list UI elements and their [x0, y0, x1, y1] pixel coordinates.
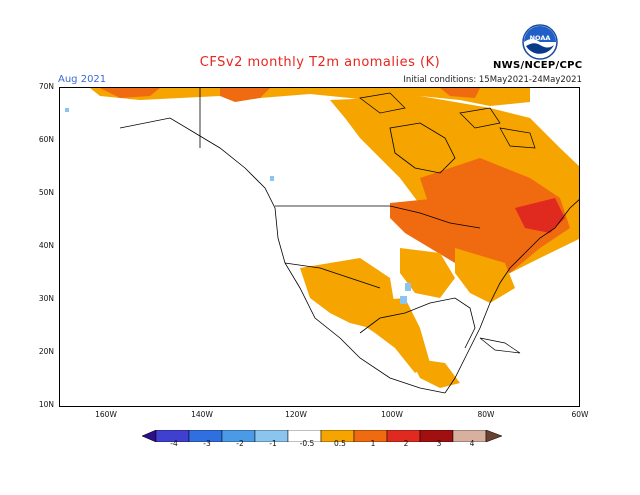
- lon-label-80w: 80W: [477, 410, 495, 419]
- new-england-veryhot: [515, 198, 565, 233]
- lat-label-60n: 60N: [38, 135, 54, 144]
- lat-label-20n: 20N: [38, 347, 54, 356]
- atlantic-coast: [444, 199, 579, 394]
- lon-label-120w: 120W: [285, 410, 307, 419]
- colorbar: [141, 427, 503, 443]
- texas-warm: [400, 248, 455, 298]
- anomaly-fill-layer: [65, 88, 579, 388]
- hudson-bay: [389, 122, 456, 174]
- coastline-layer: [119, 88, 579, 394]
- gulf-coast: [359, 297, 476, 349]
- initial-conditions: Initial conditions: 15May2021-24May2021: [403, 75, 582, 85]
- svg-text:NOAA: NOAA: [530, 34, 551, 42]
- colorbar-label: -1: [269, 439, 277, 448]
- pacific-coast: [119, 117, 446, 394]
- colorbar-label: 0.5: [334, 439, 346, 448]
- chart-title: CFSv2 monthly T2m anomalies (K): [199, 55, 441, 70]
- great-lakes-hot: [390, 198, 500, 268]
- lon-label-100w: 100W: [381, 410, 403, 419]
- noaa-logo: NOAA: [522, 24, 558, 60]
- lon-label-140w: 140W: [191, 410, 213, 419]
- central-america-warm: [410, 358, 460, 388]
- us-mexico-border: [284, 262, 381, 289]
- cool-patch-3: [270, 176, 274, 181]
- lat-label-30n: 30N: [38, 294, 54, 303]
- colorbar-label: 3: [436, 439, 442, 448]
- colorbar-label: -4: [170, 439, 178, 448]
- cool-patch-2: [400, 296, 407, 304]
- agency-label: NWS/NCEP/CPC: [493, 60, 583, 71]
- colorbar-label: 2: [403, 439, 409, 448]
- lat-label-40n: 40N: [38, 241, 54, 250]
- cool-patch-1: [405, 283, 411, 291]
- colorbar-arrow-right: [485, 429, 503, 443]
- mexico-warm: [345, 298, 430, 373]
- arctic-hot-patch-1: [100, 88, 160, 98]
- anomaly-map: [59, 87, 580, 407]
- lat-label-10n: 10N: [38, 400, 54, 409]
- lat-label-70n: 70N: [38, 82, 54, 91]
- arctic-hot-patch-2: [220, 88, 270, 102]
- lon-label-60w: 60W: [571, 410, 589, 419]
- cool-patch-4: [65, 108, 69, 112]
- colorbar-label: 4: [469, 439, 475, 448]
- colorbar-label: -2: [236, 439, 244, 448]
- lon-label-160w: 160W: [95, 410, 117, 419]
- forecast-month: Aug 2021: [58, 74, 107, 85]
- islands: [359, 92, 536, 354]
- lat-label-50n: 50N: [38, 188, 54, 197]
- southeast-warm: [455, 248, 515, 303]
- us-canada-border: [275, 205, 481, 229]
- colorbar-label: -3: [203, 439, 211, 448]
- colorbar-arrow-left: [141, 429, 157, 443]
- colorbar-label: 1: [370, 439, 376, 448]
- colorbar-label: -0.5: [299, 439, 315, 448]
- arctic-hot-patch-3: [440, 88, 480, 98]
